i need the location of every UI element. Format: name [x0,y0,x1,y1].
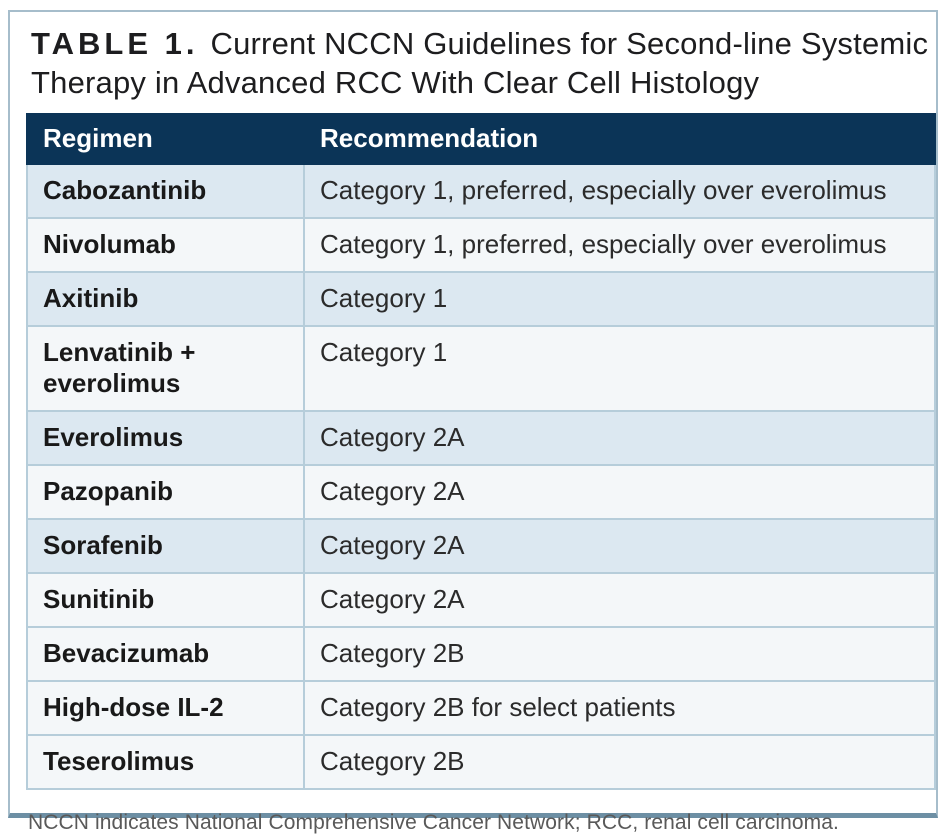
table-row: Pazopanib Category 2A [26,464,936,520]
table-header-row: Regimen Recommendation [26,113,936,165]
regimen-cell: Sorafenib [26,518,305,574]
table-footnote: NCCN indicates National Comprehensive Ca… [28,811,839,834]
recommendation-cell: Category 1 [303,271,936,327]
regimen-cell: Pazopanib [26,464,305,520]
table-title: TABLE 1. Current NCCN Guidelines for Seco… [31,24,932,102]
regimen-cell: Axitinib [26,271,305,327]
table-row: Teserolimus Category 2B [26,734,936,790]
table-title-text: Current NCCN Guidelines for Second-line … [31,26,929,100]
column-header-recommendation: Recommendation [303,113,936,165]
regimen-cell: Teserolimus [26,734,305,790]
table-header: Regimen Recommendation [26,113,936,165]
regimen-cell: Nivolumab [26,217,305,273]
table-row: Sunitinib Category 2A [26,572,936,628]
recommendation-cell: Category 2A [303,572,936,628]
recommendation-cell: Category 2A [303,410,936,466]
table-row: Bevacizumab Category 2B [26,626,936,682]
table-figure-frame: TABLE 1. Current NCCN Guidelines for Seco… [8,10,938,834]
table-row: Everolimus Category 2A [26,410,936,466]
recommendation-cell: Category 2B [303,626,936,682]
recommendation-cell: Category 2B [303,734,936,790]
regimen-cell: Lenvatinib + everolimus [26,325,305,412]
recommendation-cell: Category 1 [303,325,936,412]
table-body: Cabozantinib Category 1, preferred, espe… [26,163,936,790]
regimen-cell: Cabozantinib [26,163,305,219]
recommendation-cell: Category 2A [303,464,936,520]
table-row: Axitinib Category 1 [26,271,936,327]
table-number-label: TABLE 1. [31,26,199,61]
recommendation-cell: Category 1, preferred, especially over e… [303,217,936,273]
table-row: Lenvatinib + everolimus Category 1 [26,325,936,412]
table-row: Cabozantinib Category 1, preferred, espe… [26,163,936,219]
recommendation-cell: Category 1, preferred, especially over e… [303,163,936,219]
regimen-cell: High-dose IL-2 [26,680,305,736]
column-header-regimen: Regimen [26,113,305,165]
guidelines-table: Regimen Recommendation Cabozantinib Cate… [26,113,936,790]
table-row: High-dose IL-2 Category 2B for select pa… [26,680,936,736]
recommendation-cell: Category 2A [303,518,936,574]
regimen-cell: Bevacizumab [26,626,305,682]
regimen-cell: Everolimus [26,410,305,466]
table-row: Sorafenib Category 2A [26,518,936,574]
recommendation-cell: Category 2B for select patients [303,680,936,736]
regimen-cell: Sunitinib [26,572,305,628]
table-row: Nivolumab Category 1, preferred, especia… [26,217,936,273]
